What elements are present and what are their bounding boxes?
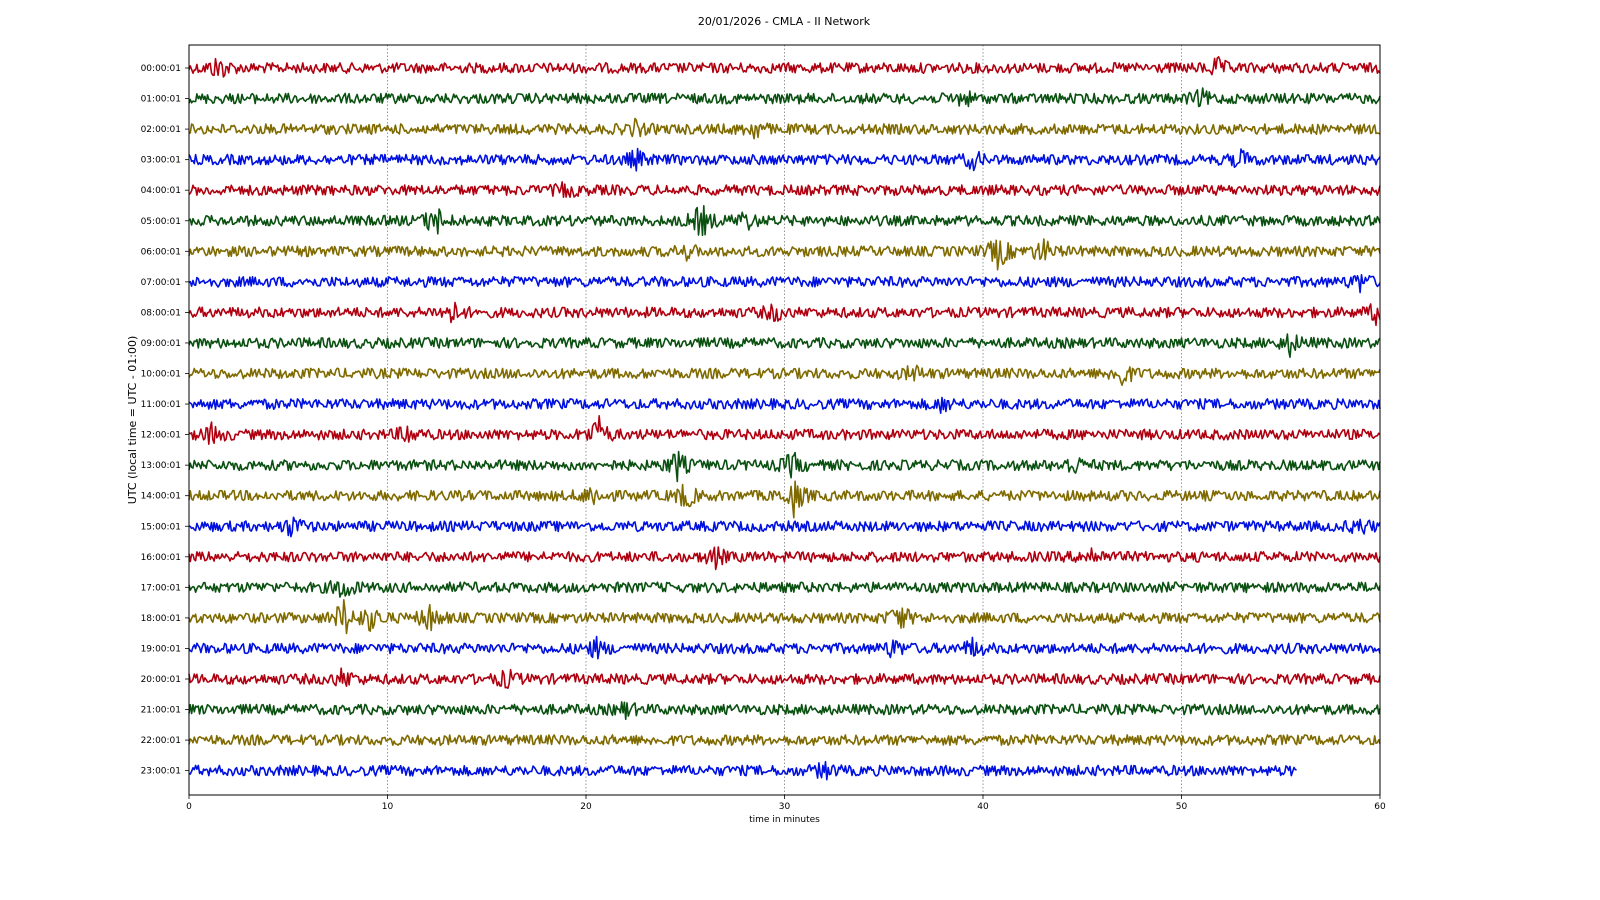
x-tick-label: 40 bbox=[977, 802, 989, 812]
y-tick-label: 09:00:01 bbox=[141, 339, 181, 349]
y-tick-label: 12:00:01 bbox=[141, 431, 181, 441]
seismic-trace-12-00-01 bbox=[188, 415, 1381, 445]
seismic-trace-04-00-01 bbox=[188, 181, 1381, 198]
y-tick-label: 14:00:01 bbox=[141, 492, 181, 502]
y-tick-label: 11:00:01 bbox=[141, 400, 181, 410]
y-tick-label: 19:00:01 bbox=[141, 644, 181, 654]
seismic-trace-11-00-01 bbox=[188, 396, 1381, 414]
y-tick-label: 13:00:01 bbox=[141, 461, 181, 471]
seismic-trace-22-00-01 bbox=[188, 734, 1381, 747]
seismic-trace-05-00-01 bbox=[188, 205, 1381, 237]
x-tick-label: 60 bbox=[1374, 802, 1386, 812]
trace-layer bbox=[188, 56, 1381, 781]
seismic-trace-08-00-01 bbox=[188, 301, 1381, 327]
seismic-trace-00-00-01 bbox=[188, 56, 1381, 78]
seismic-trace-01-00-01 bbox=[188, 87, 1381, 108]
y-tick-label: 04:00:01 bbox=[141, 186, 181, 196]
y-tick-label: 20:00:01 bbox=[141, 675, 181, 685]
y-tick-label: 08:00:01 bbox=[141, 308, 181, 318]
seismic-trace-23-00-01 bbox=[188, 760, 1297, 781]
y-tick-label: 23:00:01 bbox=[141, 767, 181, 777]
y-tick-label: 02:00:01 bbox=[141, 125, 181, 135]
seismic-trace-06-00-01 bbox=[188, 238, 1381, 271]
y-tick-label: 03:00:01 bbox=[141, 156, 181, 166]
x-axis-label: time in minutes bbox=[749, 815, 820, 825]
grid-lines bbox=[387, 45, 1182, 795]
x-tick-label: 10 bbox=[382, 802, 394, 812]
x-tick-label: 0 bbox=[186, 802, 192, 812]
seismic-trace-15-00-01 bbox=[188, 516, 1381, 538]
y-tick-label: 21:00:01 bbox=[141, 706, 181, 716]
seismic-trace-20-00-01 bbox=[188, 667, 1381, 690]
seismic-trace-16-00-01 bbox=[188, 546, 1381, 571]
y-tick-label: 10:00:01 bbox=[141, 370, 181, 380]
seismic-trace-13-00-01 bbox=[188, 450, 1381, 483]
seismic-trace-17-00-01 bbox=[188, 580, 1381, 598]
y-tick-label: 06:00:01 bbox=[141, 247, 181, 257]
seismic-trace-09-00-01 bbox=[188, 333, 1381, 358]
seismic-trace-18-00-01 bbox=[188, 599, 1381, 635]
x-tick-label: 20 bbox=[580, 802, 592, 812]
x-tick-label: 30 bbox=[779, 802, 791, 812]
seismic-trace-02-00-01 bbox=[188, 117, 1381, 140]
y-tick-label: 17:00:01 bbox=[141, 583, 181, 593]
seismic-trace-07-00-01 bbox=[188, 274, 1381, 294]
chart-title: 20/01/2026 - CMLA - II Network bbox=[698, 15, 871, 28]
y-tick-label: 01:00:01 bbox=[141, 95, 181, 105]
y-axis-label: UTC (local time = UTC - 01:00) bbox=[126, 336, 139, 505]
y-tick-label: 05:00:01 bbox=[141, 217, 181, 227]
seismic-trace-10-00-01 bbox=[188, 364, 1381, 387]
y-tick-label: 18:00:01 bbox=[141, 614, 181, 624]
x-tick-labels: 0 10 20 30 40 50 60 bbox=[186, 795, 1386, 812]
y-tick-labels: 00:00:01 01:00:01 02:00:01 03:00:01 04:00:01… bbox=[141, 64, 189, 777]
y-tick-label: 16:00:01 bbox=[141, 553, 181, 563]
y-tick-label: 07:00:01 bbox=[141, 278, 181, 288]
seismic-trace-19-00-01 bbox=[188, 635, 1381, 660]
y-tick-label: 00:00:01 bbox=[141, 64, 181, 74]
seismic-trace-21-00-01 bbox=[188, 701, 1381, 721]
y-tick-label: 15:00:01 bbox=[141, 522, 181, 532]
seismic-trace-14-00-01 bbox=[188, 480, 1381, 519]
y-tick-label: 22:00:01 bbox=[141, 736, 181, 746]
seismic-trace-03-00-01 bbox=[188, 147, 1381, 172]
x-tick-label: 50 bbox=[1176, 802, 1188, 812]
